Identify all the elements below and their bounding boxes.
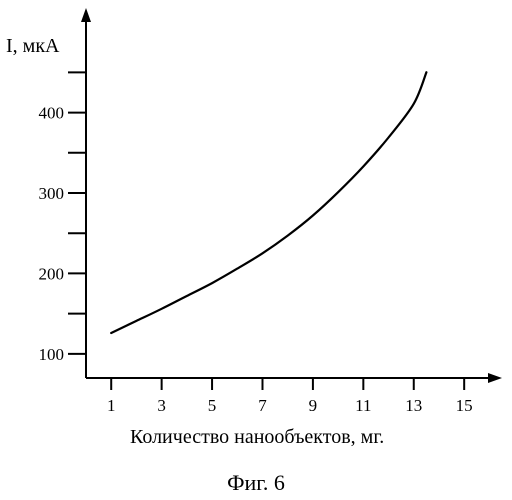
y-tick-label: 300 — [39, 184, 65, 203]
axes — [81, 8, 502, 383]
x-tick-label: 1 — [107, 396, 116, 415]
x-axis-arrow — [488, 373, 502, 383]
y-tick-label: 400 — [39, 104, 65, 123]
y-ticks: 100 200 300 400 — [39, 71, 86, 364]
series-line — [110, 71, 428, 335]
x-tick-label: 7 — [258, 396, 267, 415]
figure-caption: Фиг. 6 — [227, 470, 285, 495]
x-tick-label: 11 — [355, 396, 371, 415]
x-tick-label: 5 — [208, 396, 217, 415]
y-tick-label: 200 — [39, 264, 65, 283]
y-axis-arrow — [81, 8, 91, 22]
x-tick-label: 15 — [456, 396, 473, 415]
x-axis-label: Количество нанообъектов, мг. — [130, 426, 384, 448]
x-tick-label: 3 — [157, 396, 166, 415]
x-tick-label: 9 — [309, 396, 318, 415]
x-tick-label: 13 — [405, 396, 422, 415]
x-ticks: 1 3 5 7 9 11 13 15 — [107, 378, 473, 415]
y-tick-label: 100 — [39, 345, 65, 364]
y-axis-label: I, мкА — [6, 35, 60, 57]
